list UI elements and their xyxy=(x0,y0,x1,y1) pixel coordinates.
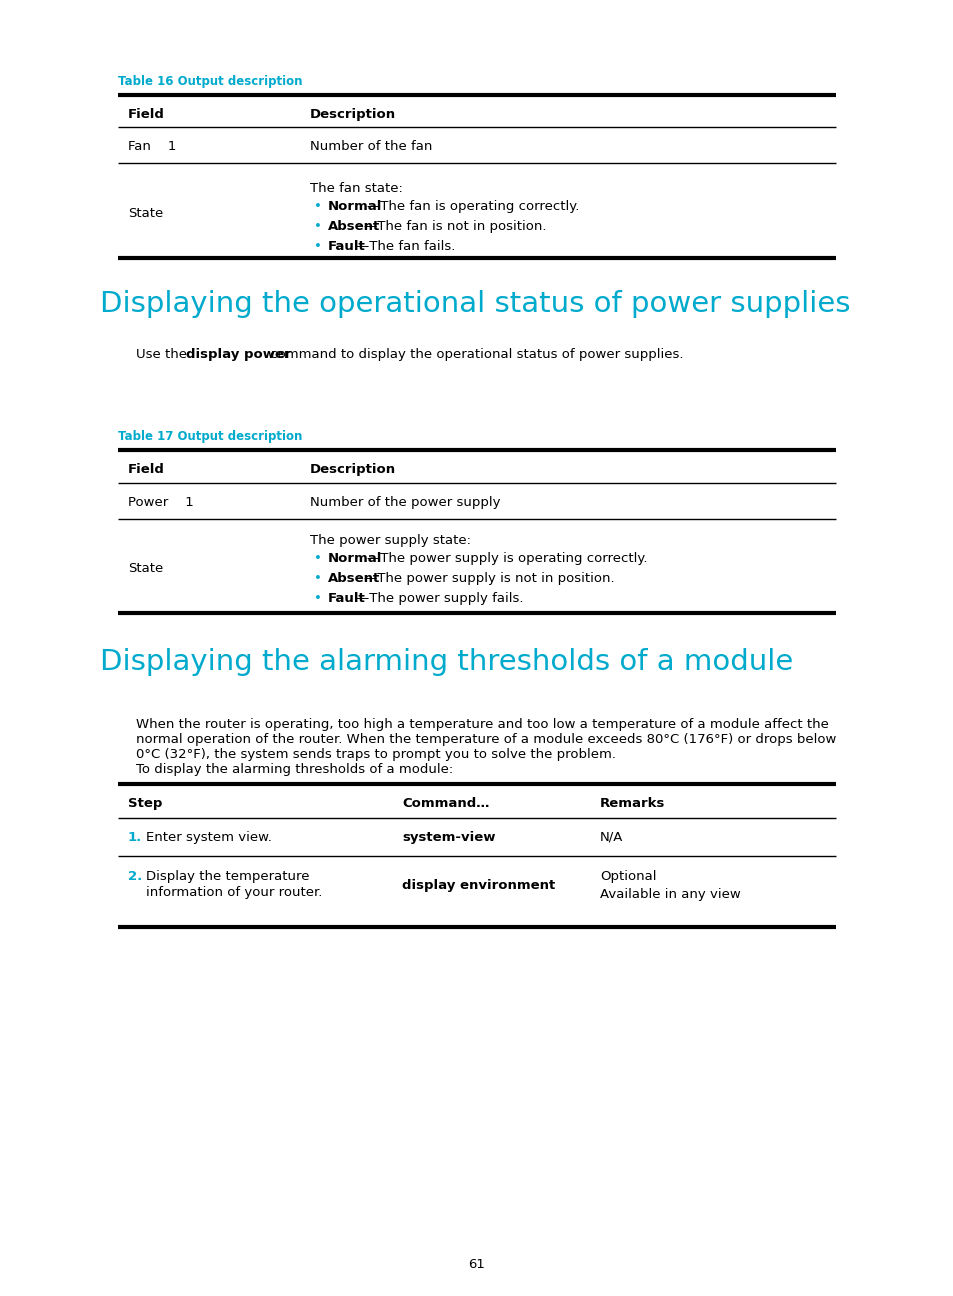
Text: 2.: 2. xyxy=(128,870,142,883)
Text: system-view: system-view xyxy=(401,831,495,844)
Text: Enter system view.: Enter system view. xyxy=(146,831,272,844)
Text: When the router is operating, too high a temperature and too low a temperature o: When the router is operating, too high a… xyxy=(136,718,828,731)
Text: The power supply state:: The power supply state: xyxy=(310,534,471,547)
Text: Displaying the operational status of power supplies: Displaying the operational status of pow… xyxy=(100,290,850,318)
Text: information of your router.: information of your router. xyxy=(146,886,322,899)
Text: Description: Description xyxy=(310,108,395,121)
Text: Step: Step xyxy=(128,797,162,810)
Text: •: • xyxy=(314,200,321,213)
Text: •: • xyxy=(314,240,321,253)
Text: Command…: Command… xyxy=(401,797,489,810)
Text: Field: Field xyxy=(128,108,165,121)
Text: State: State xyxy=(128,562,163,575)
Text: Number of the fan: Number of the fan xyxy=(310,140,432,153)
Text: The fan state:: The fan state: xyxy=(310,181,402,194)
Text: Fault: Fault xyxy=(328,592,365,605)
Text: —The fan is operating correctly.: —The fan is operating correctly. xyxy=(367,200,578,213)
Text: •: • xyxy=(314,220,321,233)
Text: Description: Description xyxy=(310,463,395,476)
Text: Displaying the alarming thresholds of a module: Displaying the alarming thresholds of a … xyxy=(100,648,792,677)
Text: Absent: Absent xyxy=(328,220,380,233)
Text: 61: 61 xyxy=(468,1258,485,1271)
Text: 1.: 1. xyxy=(128,831,142,844)
Text: •: • xyxy=(314,572,321,584)
Text: display environment: display environment xyxy=(401,879,555,892)
Text: Available in any view: Available in any view xyxy=(599,888,740,901)
Text: display power: display power xyxy=(186,349,291,362)
Text: State: State xyxy=(128,207,163,220)
Text: —The power supply is operating correctly.: —The power supply is operating correctly… xyxy=(367,552,647,565)
Text: •: • xyxy=(314,552,321,565)
Text: Optional: Optional xyxy=(599,870,656,883)
Text: Field: Field xyxy=(128,463,165,476)
Text: Number of the power supply: Number of the power supply xyxy=(310,496,500,509)
Text: Use the: Use the xyxy=(136,349,191,362)
Text: To display the alarming thresholds of a module:: To display the alarming thresholds of a … xyxy=(136,763,453,776)
Text: Normal: Normal xyxy=(328,200,382,213)
Text: —The power supply fails.: —The power supply fails. xyxy=(355,592,523,605)
Text: normal operation of the router. When the temperature of a module exceeds 80°C (1: normal operation of the router. When the… xyxy=(136,734,836,746)
Text: N/A: N/A xyxy=(599,831,622,844)
Text: Absent: Absent xyxy=(328,572,380,584)
Text: Power    1: Power 1 xyxy=(128,496,193,509)
Text: —The fan is not in position.: —The fan is not in position. xyxy=(364,220,546,233)
Text: Table 16 Output description: Table 16 Output description xyxy=(118,75,302,88)
Text: Fault: Fault xyxy=(328,240,365,253)
Text: Remarks: Remarks xyxy=(599,797,664,810)
Text: Normal: Normal xyxy=(328,552,382,565)
Text: 0°C (32°F), the system sends traps to prompt you to solve the problem.: 0°C (32°F), the system sends traps to pr… xyxy=(136,748,616,761)
Text: Table 17 Output description: Table 17 Output description xyxy=(118,430,302,443)
Text: command to display the operational status of power supplies.: command to display the operational statu… xyxy=(266,349,682,362)
Text: —The fan fails.: —The fan fails. xyxy=(355,240,455,253)
Text: •: • xyxy=(314,592,321,605)
Text: —The power supply is not in position.: —The power supply is not in position. xyxy=(364,572,614,584)
Text: Fan    1: Fan 1 xyxy=(128,140,176,153)
Text: Display the temperature: Display the temperature xyxy=(146,870,309,883)
